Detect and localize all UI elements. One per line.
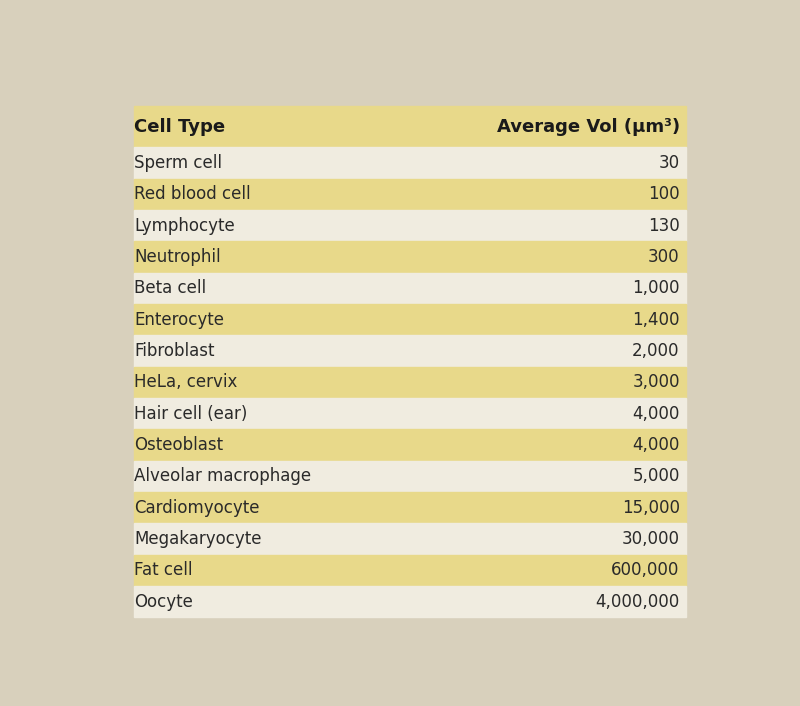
Text: 600,000: 600,000 — [611, 561, 680, 580]
Text: 300: 300 — [648, 248, 680, 266]
Text: Fat cell: Fat cell — [134, 561, 193, 580]
Text: 3,000: 3,000 — [632, 373, 680, 391]
Bar — [134, 148, 686, 179]
Bar — [134, 492, 686, 523]
Text: Cell Type: Cell Type — [134, 118, 226, 136]
Text: Neutrophil: Neutrophil — [134, 248, 221, 266]
Text: Fibroblast: Fibroblast — [134, 342, 214, 360]
Bar — [134, 461, 686, 492]
Text: Enterocyte: Enterocyte — [134, 311, 224, 329]
Bar — [134, 335, 686, 366]
Text: 1,400: 1,400 — [632, 311, 680, 329]
Bar — [134, 179, 686, 210]
Bar — [134, 429, 686, 461]
Text: Hair cell (ear): Hair cell (ear) — [134, 405, 247, 423]
Text: Megakaryocyte: Megakaryocyte — [134, 530, 262, 548]
Text: Cardiomyocyte: Cardiomyocyte — [134, 498, 259, 517]
Text: 130: 130 — [648, 217, 680, 234]
Text: 30: 30 — [658, 154, 680, 172]
Bar — [134, 304, 686, 335]
Bar — [134, 523, 686, 555]
Text: Lymphocyte: Lymphocyte — [134, 217, 235, 234]
Text: 2,000: 2,000 — [632, 342, 680, 360]
Text: Osteoblast: Osteoblast — [134, 436, 223, 454]
Text: 1,000: 1,000 — [632, 280, 680, 297]
Text: 5,000: 5,000 — [632, 467, 680, 486]
Bar — [134, 366, 686, 398]
Bar — [134, 107, 686, 148]
Bar — [134, 586, 686, 618]
Text: Sperm cell: Sperm cell — [134, 154, 222, 172]
Text: 4,000,000: 4,000,000 — [595, 593, 680, 611]
Text: 15,000: 15,000 — [622, 498, 680, 517]
Text: Beta cell: Beta cell — [134, 280, 206, 297]
Bar — [134, 241, 686, 273]
Text: Oocyte: Oocyte — [134, 593, 193, 611]
Text: 100: 100 — [648, 185, 680, 203]
Text: Alveolar macrophage: Alveolar macrophage — [134, 467, 311, 486]
Bar — [134, 273, 686, 304]
Text: HeLa, cervix: HeLa, cervix — [134, 373, 238, 391]
Text: Average Vol (μm³): Average Vol (μm³) — [497, 118, 680, 136]
Bar — [134, 555, 686, 586]
Text: 4,000: 4,000 — [632, 436, 680, 454]
Bar — [134, 210, 686, 241]
Text: 4,000: 4,000 — [632, 405, 680, 423]
Text: Red blood cell: Red blood cell — [134, 185, 250, 203]
Text: 30,000: 30,000 — [622, 530, 680, 548]
Bar — [134, 398, 686, 429]
